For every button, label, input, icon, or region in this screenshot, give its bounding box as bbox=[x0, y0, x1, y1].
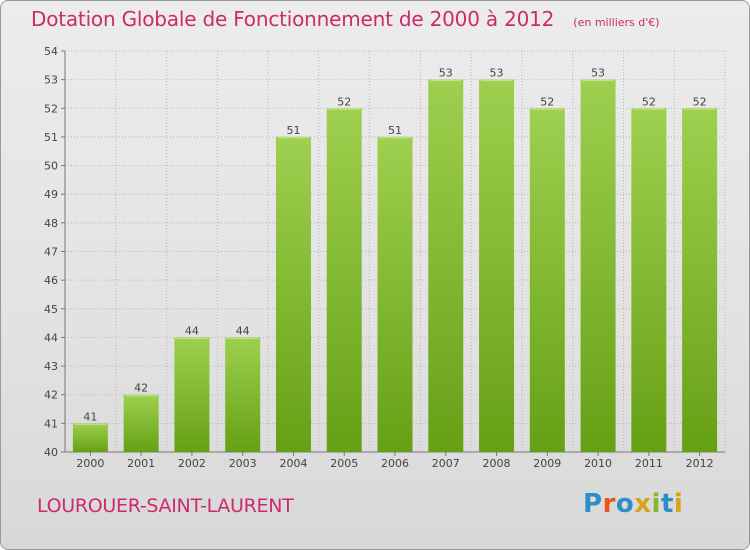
bar-2001 bbox=[123, 394, 159, 452]
title-row: Dotation Globale de Fonctionnement de 20… bbox=[31, 7, 660, 31]
chart-unit: (en milliers d'€) bbox=[573, 16, 660, 29]
value-label: 53 bbox=[591, 67, 605, 80]
logo-letter: i bbox=[673, 489, 684, 519]
x-tick-label: 2003 bbox=[229, 457, 257, 470]
bar-2012 bbox=[682, 108, 718, 453]
x-tick-label: 2001 bbox=[127, 457, 155, 470]
y-tick-label: 51 bbox=[44, 131, 58, 144]
y-tick-label: 46 bbox=[44, 274, 58, 287]
y-tick-label: 48 bbox=[44, 217, 58, 230]
x-tick-label: 2002 bbox=[178, 457, 206, 470]
x-tick-label: 2006 bbox=[381, 457, 409, 470]
x-tick-label: 2000 bbox=[76, 457, 104, 470]
commune-name: LOUROUER-SAINT-LAURENT bbox=[37, 495, 294, 517]
x-tick-label: 2008 bbox=[483, 457, 511, 470]
x-tick-label: 2004 bbox=[279, 457, 307, 470]
x-tick-label: 2011 bbox=[635, 457, 663, 470]
x-tick-label: 2012 bbox=[686, 457, 714, 470]
y-tick-label: 54 bbox=[44, 45, 58, 58]
value-label: 52 bbox=[693, 95, 707, 108]
proxiti-logo: Proxiti bbox=[583, 489, 683, 519]
y-tick-label: 49 bbox=[44, 188, 58, 201]
bar-2000 bbox=[72, 423, 108, 452]
y-tick-label: 52 bbox=[44, 102, 58, 115]
value-label: 53 bbox=[439, 67, 453, 80]
data-labels: 41 42 44 44 51 52 51 53 53 52 53 52 52 bbox=[83, 67, 706, 424]
value-label: 52 bbox=[540, 95, 554, 108]
bar-2010 bbox=[580, 79, 616, 453]
bar-2003 bbox=[225, 337, 261, 452]
y-tick-label: 53 bbox=[44, 74, 58, 87]
x-tick-label: 2005 bbox=[330, 457, 358, 470]
y-tick-label: 45 bbox=[44, 303, 58, 316]
x-tick-label: 2009 bbox=[533, 457, 561, 470]
value-label: 42 bbox=[134, 382, 148, 395]
x-tick-label: 2007 bbox=[432, 457, 460, 470]
bar-2006 bbox=[377, 136, 413, 452]
bar-2007 bbox=[428, 79, 464, 453]
y-tick-label: 43 bbox=[44, 360, 58, 373]
y-tick-label: 50 bbox=[44, 160, 58, 173]
bar-2008 bbox=[479, 79, 515, 453]
value-label: 51 bbox=[286, 124, 300, 137]
logo-letter: r bbox=[602, 489, 616, 519]
value-label: 53 bbox=[490, 67, 504, 80]
bar-2005 bbox=[326, 108, 362, 453]
logo-letter: o bbox=[615, 489, 635, 519]
value-label: 52 bbox=[337, 95, 351, 108]
chart-title: Dotation Globale de Fonctionnement de 20… bbox=[31, 7, 555, 31]
y-tick-label: 41 bbox=[44, 417, 58, 430]
bar-2009 bbox=[529, 108, 565, 453]
x-tick-label: 2010 bbox=[584, 457, 612, 470]
logo-letter: t bbox=[660, 489, 674, 519]
value-label: 51 bbox=[388, 124, 402, 137]
bars bbox=[72, 79, 718, 453]
bar-2011 bbox=[631, 108, 667, 453]
bar-2002 bbox=[174, 337, 210, 452]
y-tick-label: 42 bbox=[44, 389, 58, 402]
y-tick-label: 40 bbox=[44, 446, 58, 459]
logo-letter: P bbox=[583, 489, 603, 519]
value-label: 44 bbox=[185, 324, 199, 337]
logo-letter: i bbox=[651, 489, 661, 519]
bar-chart: 40 41 42 43 44 45 46 47 48 49 50 51 52 53 54 2000 2001 20… bbox=[44, 45, 726, 470]
y-tick-label: 44 bbox=[44, 331, 58, 344]
value-label: 41 bbox=[83, 410, 97, 423]
value-label: 44 bbox=[236, 324, 250, 337]
value-label: 52 bbox=[642, 95, 656, 108]
y-tick-label: 47 bbox=[44, 246, 58, 259]
logo-letter: x bbox=[634, 489, 652, 519]
bar-2004 bbox=[275, 136, 311, 452]
